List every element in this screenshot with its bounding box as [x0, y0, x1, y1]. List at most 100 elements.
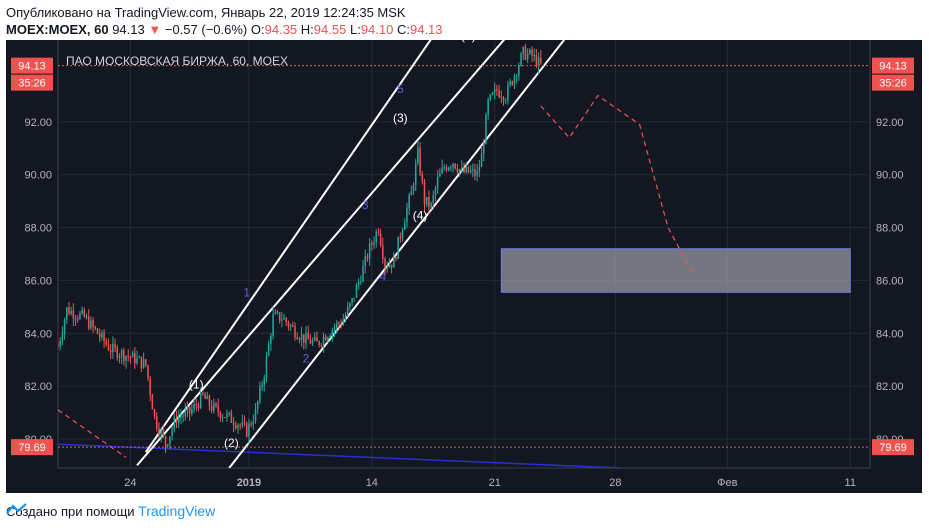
chart-panel[interactable]: 80.0080.0082.0082.0084.0084.0086.0086.00… — [6, 40, 922, 493]
price-chart[interactable]: 80.0080.0082.0082.0084.0084.0086.0086.00… — [6, 40, 922, 493]
candle-body — [232, 422, 235, 426]
candle-body — [482, 143, 485, 154]
candle-body — [307, 332, 309, 340]
candle-body — [81, 310, 83, 314]
candle — [425, 196, 428, 207]
candle-body — [285, 318, 288, 323]
candle — [533, 48, 535, 62]
candle-body — [382, 245, 384, 259]
candle-body — [76, 318, 79, 320]
candle — [450, 165, 452, 172]
candle-body — [68, 307, 70, 314]
close-label: C: — [396, 22, 410, 37]
low-price-badge-right-text: 79.69 — [879, 442, 907, 454]
candle-body — [309, 339, 312, 344]
candle-body — [491, 92, 494, 95]
candle-body — [66, 307, 68, 320]
candle — [127, 349, 129, 362]
candle-body — [498, 90, 500, 97]
candle-body — [357, 281, 360, 286]
candle — [142, 352, 145, 369]
candle — [305, 326, 307, 349]
candle-body — [518, 65, 520, 76]
high-label: H: — [300, 22, 314, 37]
candle — [145, 358, 147, 368]
low-price-badge-left-text: 79.69 — [18, 442, 46, 454]
candle — [248, 418, 250, 445]
candle — [217, 398, 219, 417]
candle-body — [63, 319, 66, 334]
candle — [388, 257, 391, 269]
candle-body — [142, 359, 145, 368]
candle-body — [463, 167, 465, 173]
candle-body — [335, 323, 338, 328]
published-caption: Опубликовано на TradingView.com, Январь … — [6, 5, 406, 20]
timer-badge-left: 35:26 — [11, 74, 53, 91]
candle-body — [478, 166, 481, 172]
candle-body — [537, 57, 540, 67]
candle-body — [234, 425, 237, 428]
low-price-badge-left: 79.69 — [11, 439, 53, 456]
candle — [410, 185, 413, 196]
candle-body — [432, 194, 435, 204]
candle — [335, 320, 338, 334]
candle — [120, 348, 123, 364]
candle — [250, 420, 252, 428]
candle-body — [274, 312, 277, 315]
candle-body — [423, 181, 426, 205]
candle-body — [386, 267, 388, 269]
tradingview-logo-icon — [6, 503, 27, 514]
candle — [493, 82, 496, 100]
timer-badge-right-bg — [872, 74, 914, 91]
candle-body — [447, 167, 450, 171]
candle-body — [224, 417, 226, 419]
candle-body — [384, 258, 386, 268]
candle-body — [388, 264, 391, 268]
candle — [445, 164, 448, 173]
candle-body — [531, 49, 533, 56]
candle-body — [186, 406, 189, 411]
candle — [228, 411, 230, 417]
candle — [285, 316, 288, 327]
candle-body — [215, 403, 217, 406]
candle-body — [502, 97, 505, 101]
candle — [252, 414, 255, 430]
last-price: 94.13 — [112, 22, 145, 37]
candle-body — [507, 84, 509, 101]
candle-body — [360, 281, 362, 283]
y-tick-label-left: 90.00 — [24, 170, 52, 182]
candle — [96, 327, 99, 335]
candle-body — [59, 340, 61, 347]
candle — [184, 403, 187, 421]
candle — [452, 162, 454, 173]
candle-body — [344, 315, 347, 321]
candle — [59, 337, 61, 351]
candle — [66, 306, 68, 324]
candle — [406, 202, 408, 228]
candle — [526, 48, 529, 63]
candle — [417, 140, 419, 166]
candle-body — [250, 423, 252, 425]
last-price-badge-left-bg — [11, 57, 53, 74]
footer-brand[interactable]: TradingView — [138, 503, 216, 519]
candle — [395, 255, 397, 262]
candle-body — [419, 147, 421, 174]
candle-body — [254, 408, 257, 422]
candle — [393, 251, 395, 268]
candle — [153, 408, 156, 420]
candle — [311, 337, 314, 347]
candle-body — [90, 320, 92, 329]
candle-body — [134, 352, 136, 364]
candle — [180, 408, 182, 424]
candle-body — [272, 314, 274, 337]
candle-body — [318, 341, 320, 345]
candle — [498, 84, 500, 99]
candle — [456, 163, 459, 175]
candle — [94, 325, 97, 331]
candle — [265, 351, 268, 383]
y-tick-label-left: 82.00 — [24, 381, 52, 393]
candle — [162, 425, 165, 439]
candle — [349, 302, 351, 311]
candle-body — [456, 168, 459, 173]
candle — [436, 170, 439, 194]
